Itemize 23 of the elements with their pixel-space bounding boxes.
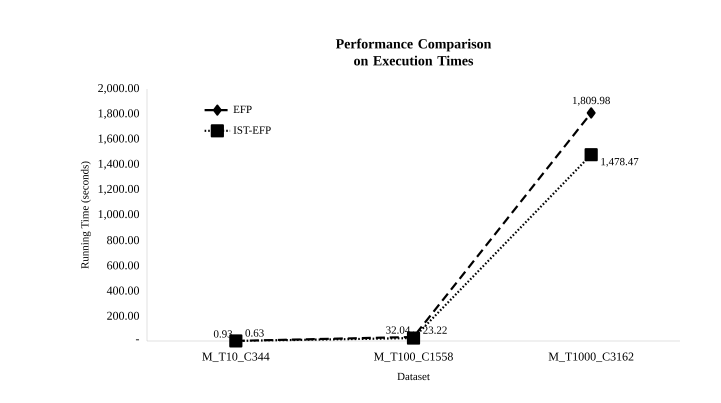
data-label: 23.22 xyxy=(423,326,447,334)
y-tick-label: 1,000.00 xyxy=(98,210,140,220)
data-label: 0.63 xyxy=(245,329,264,337)
data-label: 1,809.98 xyxy=(572,96,610,106)
y-axis-title: Running Time (seconds) xyxy=(80,161,91,269)
y-tick-label: 1,600.00 xyxy=(98,134,140,144)
y-tick-label: 1,200.00 xyxy=(98,184,140,195)
y-tick-label: 1,400.00 xyxy=(98,160,140,170)
y-tick-label: 600.00 xyxy=(107,261,140,270)
x-tick-label: M_T10_C344 xyxy=(202,352,270,362)
data-label: 1,478.47 xyxy=(601,158,638,167)
y-tick-label: - xyxy=(136,339,140,340)
legend-label: IST-EFP xyxy=(234,126,271,134)
y-tick-label: 800.00 xyxy=(107,236,140,244)
y-tick-label: 400.00 xyxy=(106,286,140,295)
y-tick-label: 1,800.00 xyxy=(98,109,140,120)
legend-label: EFP xyxy=(234,106,252,113)
y-tick-label: 200.00 xyxy=(107,312,140,320)
x-axis-title: Dataset xyxy=(397,372,430,380)
x-tick-label: M_T100_C1558 xyxy=(374,352,453,362)
x-tick-label: M_T1000_C3162 xyxy=(548,352,634,362)
chart-title: Performance Comparison on Execution Times xyxy=(336,38,492,66)
y-tick-label: 2,000.00 xyxy=(98,84,140,94)
